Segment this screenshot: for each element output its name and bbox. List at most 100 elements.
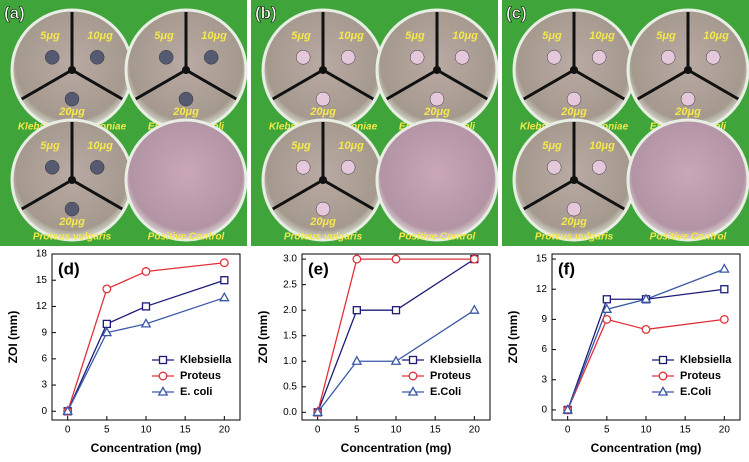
- dose-label: 20μg: [309, 106, 336, 118]
- x-tick-label: 5: [104, 425, 110, 436]
- x-tick-label: 15: [180, 425, 192, 436]
- zone: [295, 160, 311, 175]
- petri-dish: [626, 118, 749, 242]
- marker: [658, 371, 668, 381]
- divider: [272, 68, 324, 101]
- zone: [566, 201, 582, 217]
- zone: [89, 50, 105, 65]
- marker: [601, 303, 613, 313]
- zone: [660, 50, 676, 65]
- y-tick-label: 0: [41, 406, 47, 417]
- divider: [21, 68, 73, 101]
- legend-label: Klebsiella: [680, 354, 732, 366]
- dose-label: 20μg: [58, 216, 85, 228]
- marker: [141, 302, 151, 311]
- series-line: [567, 318, 725, 411]
- zone: [705, 50, 721, 65]
- divider: [185, 68, 237, 101]
- x-tick-label: 15: [680, 425, 692, 436]
- legend-label: Klebsiella: [430, 354, 482, 366]
- marker: [658, 355, 668, 365]
- legend-label: E.Coli: [430, 386, 461, 398]
- series-line: [67, 279, 225, 412]
- dose-label: 10μg: [338, 140, 364, 152]
- divider: [386, 68, 438, 101]
- y-tick-label: 12: [536, 284, 548, 295]
- zone: [64, 91, 80, 107]
- zone: [591, 160, 607, 175]
- divider: [573, 178, 625, 211]
- zone: [591, 50, 607, 65]
- zone: [64, 201, 80, 217]
- x-tick-label: 15: [430, 425, 442, 436]
- dose-label: 5μg: [291, 140, 311, 152]
- divider: [322, 178, 374, 211]
- marker: [391, 254, 401, 264]
- chart-label: (e): [308, 259, 329, 278]
- marker: [641, 325, 651, 334]
- dose-label: 10μg: [589, 30, 615, 42]
- dose-label: 5μg: [542, 140, 562, 152]
- panel-label: (a): [4, 3, 25, 22]
- legend-label: E.Coli: [680, 386, 711, 398]
- petri-dish: [375, 118, 499, 242]
- series-line: [317, 258, 475, 413]
- x-tick-label: 10: [140, 425, 152, 436]
- y-tick-label: 6: [541, 344, 547, 355]
- marker: [157, 386, 169, 396]
- dose-label: 20μg: [172, 106, 199, 118]
- marker: [140, 318, 152, 328]
- x-axis-label: Concentration (mg): [591, 441, 702, 455]
- y-axis-label: ZOI (mm): [6, 311, 20, 364]
- zone: [409, 50, 425, 65]
- divider: [573, 68, 625, 101]
- legend-label: Proteus: [430, 370, 471, 382]
- y-axis-label: ZOI (mm): [256, 311, 270, 364]
- y-tick-label: 9: [41, 327, 47, 338]
- y-tick-label: 12: [36, 301, 48, 312]
- series-line: [317, 258, 475, 413]
- dose-label: 5μg: [656, 30, 676, 42]
- chart-label: (d): [58, 259, 80, 278]
- zone: [178, 91, 194, 107]
- marker: [407, 386, 419, 396]
- series-line: [67, 297, 225, 412]
- zone: [566, 91, 582, 107]
- marker: [657, 386, 669, 396]
- x-tick-label: 10: [640, 425, 652, 436]
- chart-label: (f): [558, 259, 575, 278]
- marker: [408, 355, 418, 365]
- zone: [315, 91, 331, 107]
- x-tick-label: 20: [219, 425, 231, 436]
- divider: [71, 68, 123, 101]
- y-tick-label: 3: [41, 380, 47, 391]
- y-tick-label: 15: [536, 254, 548, 265]
- divider: [436, 68, 488, 101]
- dish-center: [319, 176, 327, 184]
- y-tick-label: 1.5: [283, 330, 297, 341]
- legend-label: Klebsiella: [180, 354, 232, 366]
- dose-label: 10μg: [87, 30, 113, 42]
- zone: [340, 160, 356, 175]
- zone: [315, 201, 331, 217]
- marker: [391, 306, 401, 315]
- dose-label: 5μg: [542, 30, 562, 42]
- y-tick-label: 3.0: [283, 254, 297, 265]
- marker: [102, 319, 111, 329]
- y-tick-label: 0.0: [283, 407, 297, 418]
- x-tick-label: 5: [354, 425, 360, 436]
- dish-center: [433, 66, 441, 74]
- marker: [219, 258, 229, 268]
- marker: [101, 326, 113, 337]
- marker: [390, 355, 402, 365]
- zone: [44, 160, 60, 175]
- dose-label: 5μg: [40, 140, 60, 152]
- zone: [680, 91, 696, 107]
- x-tick-label: 0: [315, 425, 321, 436]
- marker: [562, 404, 573, 414]
- marker: [312, 406, 323, 416]
- zone: [158, 50, 174, 65]
- dish-name: Positive Control: [650, 232, 727, 243]
- marker: [640, 293, 652, 303]
